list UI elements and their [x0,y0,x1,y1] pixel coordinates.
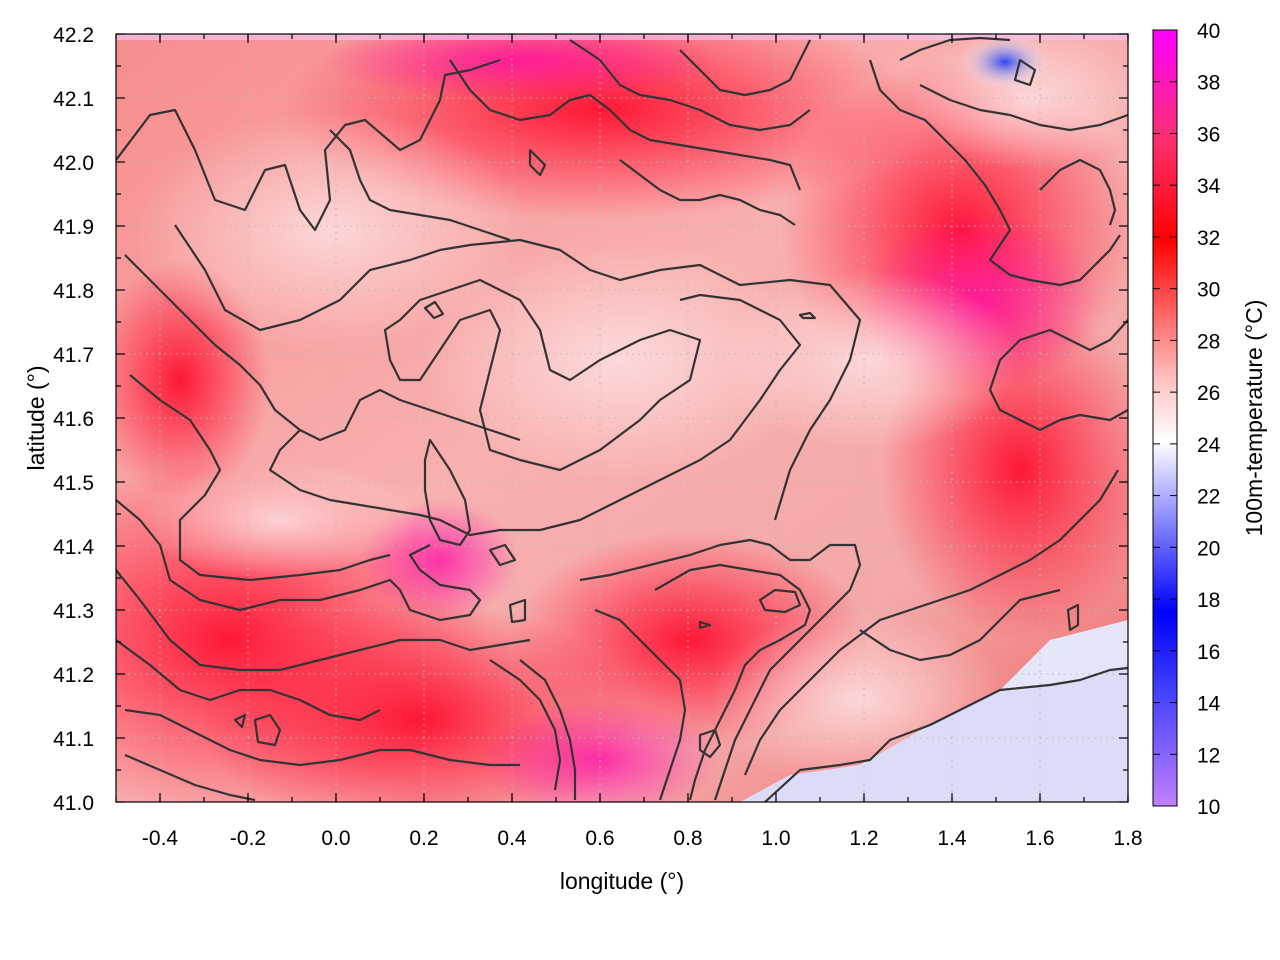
y-tick-label: 41.6 [53,408,94,431]
y-tick-label: 42.2 [53,24,94,47]
colorbar-tick-label: 14 [1197,693,1221,716]
colorbar: 10 12 14 16 18 20 22 24 26 28 30 32 34 36 38 40 100m-te… [1152,20,1267,819]
x-tick-label: 0.2 [409,827,438,850]
colorbar-tick-label: 10 [1197,796,1220,819]
x-tick-label: 1.6 [1025,827,1054,850]
colorbar-tick-label: 40 [1197,20,1220,43]
colorbar-tick-label: 12 [1197,744,1220,767]
colorbar-title: 100m-temperature (°C) [1241,300,1267,537]
colorbar-ticks: 10 12 14 16 18 20 22 24 26 28 30 32 34 36 38 40 [1153,20,1221,819]
y-tick-label: 41.7 [53,344,94,367]
y-tick-label: 41.1 [53,728,94,751]
y-tick-label: 42.0 [53,152,94,175]
colorbar-tick-label: 30 [1197,279,1220,302]
colorbar-tick-label: 34 [1197,175,1221,198]
x-tick-label: 1.4 [937,827,967,850]
x-tick-label: 0.8 [673,827,702,850]
x-axis-tick-labels: -0.4 -0.2 0.0 0.2 0.4 0.6 0.8 1.0 1.2 1.4 1.6 1.8 [142,827,1143,850]
colorbar-tick-label: 20 [1197,537,1220,560]
heatmap-field [116,34,1128,802]
colorbar-tick-label: 16 [1197,641,1220,664]
colorbar-tick-label: 36 [1197,123,1220,146]
y-tick-label: 41.9 [53,216,94,239]
y-tick-label: 41.0 [53,792,94,815]
colorbar-tick-label: 38 [1197,72,1220,95]
colorbar-tick-label: 26 [1197,382,1220,405]
y-axis-title: latitude (°) [23,365,49,470]
colorbar-tick-label: 18 [1197,589,1220,612]
y-tick-label: 41.8 [53,280,94,303]
y-tick-label: 41.3 [53,600,94,623]
x-axis-title: longitude (°) [560,868,684,894]
y-tick-label: 41.5 [53,472,94,495]
y-tick-label: 41.2 [53,664,94,687]
y-axis-tick-labels: 41.0 41.1 41.2 41.3 41.4 41.5 41.6 41.7 41.8 41.9… [53,24,94,815]
y-tick-label: 41.4 [53,536,94,559]
colorbar-tick-label: 22 [1197,486,1220,509]
colorbar-tick-label: 32 [1197,227,1220,250]
x-tick-label: 0.6 [585,827,614,850]
colorbar-tick-label: 28 [1197,330,1220,353]
x-tick-label: -0.4 [142,827,179,850]
contour-lines [116,36,1128,802]
x-tick-label: 1.8 [1113,827,1142,850]
x-tick-label: 0.4 [497,827,527,850]
x-tick-label: -0.2 [230,827,266,850]
colorbar-gradient [1152,29,1178,807]
x-tick-label: 1.2 [849,827,878,850]
y-tick-label: 42.1 [53,88,94,111]
x-tick-label: 0.0 [321,827,350,850]
axis-ticks [115,33,1129,803]
colorbar-tick-label: 24 [1197,434,1221,457]
x-tick-label: 1.0 [761,827,790,850]
